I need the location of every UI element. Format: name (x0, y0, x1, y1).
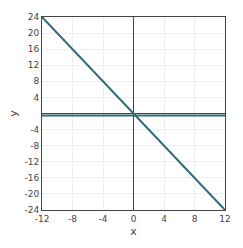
svg-text:4: 4 (33, 93, 39, 103)
svg-text:4: 4 (161, 214, 167, 224)
svg-text:-8: -8 (68, 214, 77, 224)
svg-text:-4: -4 (99, 214, 108, 224)
svg-text:0: 0 (131, 214, 137, 224)
svg-text:16: 16 (28, 44, 40, 54)
svg-text:20: 20 (28, 28, 40, 38)
svg-text:-12: -12 (24, 157, 39, 167)
svg-text:-20: -20 (24, 189, 39, 199)
svg-text:x: x (130, 225, 137, 238)
svg-text:8: 8 (192, 214, 198, 224)
svg-text:12: 12 (28, 60, 39, 70)
svg-text:-12: -12 (35, 214, 50, 224)
svg-text:-8: -8 (30, 141, 39, 151)
svg-text:8: 8 (33, 76, 39, 86)
svg-text:y: y (7, 110, 20, 117)
svg-text:12: 12 (219, 214, 230, 224)
svg-text:-24: -24 (24, 205, 39, 215)
svg-text:24: 24 (28, 12, 40, 22)
svg-text:-4: -4 (30, 125, 39, 135)
svg-text:-16: -16 (24, 173, 39, 183)
